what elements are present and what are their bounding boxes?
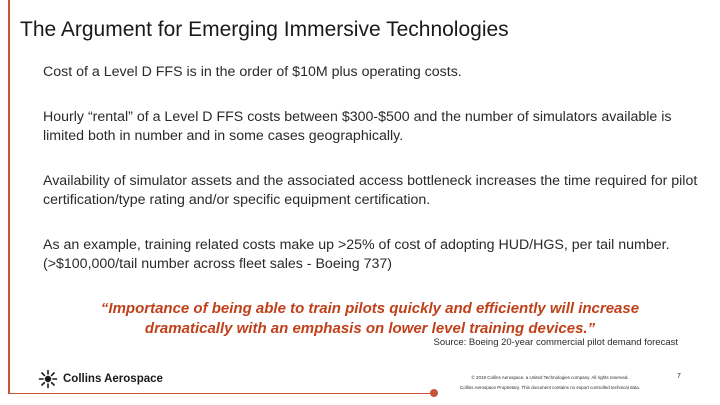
- quote-source: Source: Boeing 20-year commercial pilot …: [433, 337, 678, 348]
- bullet-text: Availability of simulator assets and the…: [43, 173, 698, 208]
- bullet-text: As an example, training related costs ma…: [43, 237, 670, 272]
- page-number: 7: [677, 373, 681, 380]
- bullet-text: Cost of a Level D FFS is in the order of…: [43, 64, 462, 80]
- accent-dot: [430, 389, 438, 397]
- proprietary-notice: Collins Aerospace Proprietary. This docu…: [460, 385, 640, 390]
- bullet-text: Hourly “rental” of a Level D FFS costs b…: [43, 109, 672, 144]
- slide-title: The Argument for Emerging Immersive Tech…: [20, 18, 509, 41]
- highlight-quote: “Importance of being able to train pilot…: [100, 300, 640, 337]
- logo-text: Collins Aerospace: [63, 373, 163, 385]
- collins-logo-icon: [38, 369, 58, 389]
- collins-aerospace-logo: Collins Aerospace: [38, 369, 163, 389]
- copyright-notice: © 2019 Collins Aerospace, a United Techn…: [471, 375, 629, 380]
- bottom-accent-rule: [8, 393, 434, 394]
- left-accent-rule: [8, 0, 10, 393]
